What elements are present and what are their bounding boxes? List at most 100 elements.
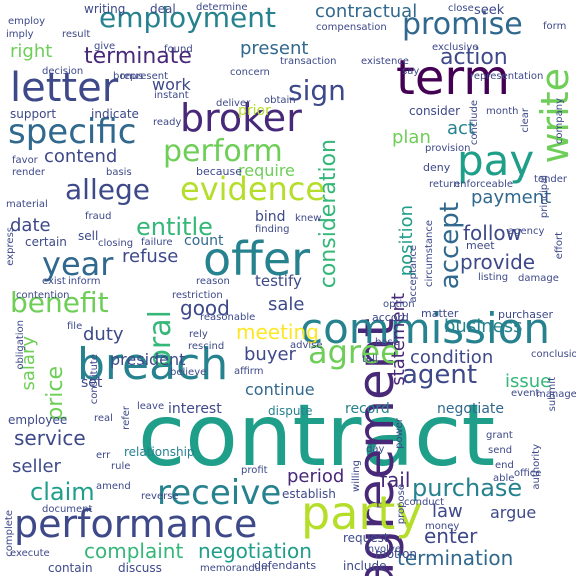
word-advise: advise (290, 340, 323, 351)
word-present: present (240, 38, 309, 59)
word-file: file (67, 321, 83, 332)
word-base: base (375, 337, 399, 348)
word-relationship: relationship (124, 445, 195, 459)
word-restriction: restriction (172, 290, 223, 301)
word-defendants: defendants (254, 559, 317, 572)
word-benefit: benefit (10, 286, 109, 319)
word-day: day (366, 444, 385, 455)
word-seller: seller (12, 456, 61, 477)
word-request: request (343, 531, 389, 545)
word-result: result (62, 29, 91, 40)
word-contractual: contractual (315, 1, 418, 22)
word-period: period (287, 466, 345, 487)
word-meet: meet (466, 239, 495, 252)
word-contain: contain (48, 561, 93, 575)
word-document: document (42, 504, 93, 515)
word-agent: agent (402, 360, 478, 390)
word-fail: fail (380, 468, 411, 492)
word-existence: existence (361, 56, 409, 67)
word-matter: matter (421, 307, 459, 320)
word-reverse: reverse (141, 491, 179, 502)
word-accept: accept (435, 202, 465, 290)
word-believe: believe (170, 367, 207, 378)
word-imply: imply (6, 29, 34, 40)
word-end: end (495, 460, 514, 471)
word-say: say (402, 66, 420, 77)
word-deliver: deliver (216, 98, 251, 109)
word-year: year (42, 245, 114, 283)
word-sale: sale (268, 294, 305, 315)
word-conclude: conclude (469, 100, 480, 146)
word-represent: represent (120, 71, 169, 82)
word-agree: agree (308, 333, 400, 371)
word-involve: involve (365, 544, 402, 555)
word-acceptance: acceptance (408, 245, 419, 303)
word-found: found (164, 44, 193, 55)
word-circumstance: circumstance (424, 220, 435, 287)
word-ready: ready (153, 117, 182, 128)
word-deal: deal (150, 2, 176, 16)
word-express: express (5, 227, 16, 266)
word-commission: commission (300, 304, 551, 353)
word-willing: willing (351, 460, 362, 492)
word-fraud: fraud (85, 211, 112, 222)
word-finding: finding (255, 224, 290, 235)
word-argue: argue (490, 503, 537, 522)
word-employee: employee (8, 413, 68, 427)
word-claim: claim (30, 478, 95, 506)
word-party: party (301, 486, 423, 540)
word-clear: clear (520, 108, 531, 133)
word-obligation: obligation (15, 320, 26, 370)
word-deny: deny (423, 161, 451, 174)
word-letter: letter (10, 65, 119, 111)
word-authority: authority (531, 444, 542, 490)
word-company: company (554, 98, 565, 145)
word-propose: propose (396, 484, 407, 525)
word-option: option (383, 299, 415, 310)
word-count: count (184, 233, 224, 249)
word-consider: consider (409, 104, 461, 118)
word-send: send (488, 445, 513, 456)
word-money: money (425, 521, 460, 532)
word-follow: follow (463, 221, 522, 245)
word-law: law (432, 501, 463, 522)
word-month: month (486, 106, 519, 117)
word-date: date (10, 215, 51, 236)
word-bind: bind (255, 209, 286, 225)
word-support: support (10, 107, 57, 121)
word-terminate: terminate (84, 44, 192, 69)
word-term: term (396, 50, 510, 106)
word-refer: refer (121, 406, 132, 430)
word-issue: issue (505, 371, 552, 392)
word-perform: perform (163, 134, 283, 169)
word-breach: breach (77, 339, 229, 390)
word-service: service (14, 426, 86, 450)
word-listing: listing (478, 272, 509, 283)
word-office: office (514, 468, 542, 479)
word-rule: rule (111, 461, 131, 472)
word-conduct: conduct (404, 497, 445, 508)
word-exclusive: exclusive (432, 42, 479, 53)
word-allege: allege (65, 173, 150, 206)
word-specific: specific (8, 112, 137, 152)
word-amend: amend (96, 481, 131, 492)
word-determine: determine (196, 2, 248, 13)
word-refuse: refuse (122, 246, 179, 267)
word-employment: employment (99, 1, 276, 34)
word-provide: provide (460, 250, 536, 274)
word-seek: seek (474, 3, 505, 18)
word-provision: provision (425, 143, 471, 154)
word-require: require (238, 161, 295, 180)
word-certain: certain (25, 235, 67, 249)
word-material: material (6, 199, 48, 210)
word-receive: receive (157, 473, 282, 513)
word-instant: instant (154, 90, 189, 101)
word-performance: performance (14, 502, 258, 546)
word-continue: continue (245, 380, 315, 399)
word-failure: failure (141, 237, 173, 248)
word-writing: writing (84, 2, 126, 16)
word-payment: payment (471, 187, 552, 208)
word-president: president (110, 350, 186, 369)
word-plan: plan (392, 127, 431, 148)
word-prior: prior (238, 103, 271, 119)
